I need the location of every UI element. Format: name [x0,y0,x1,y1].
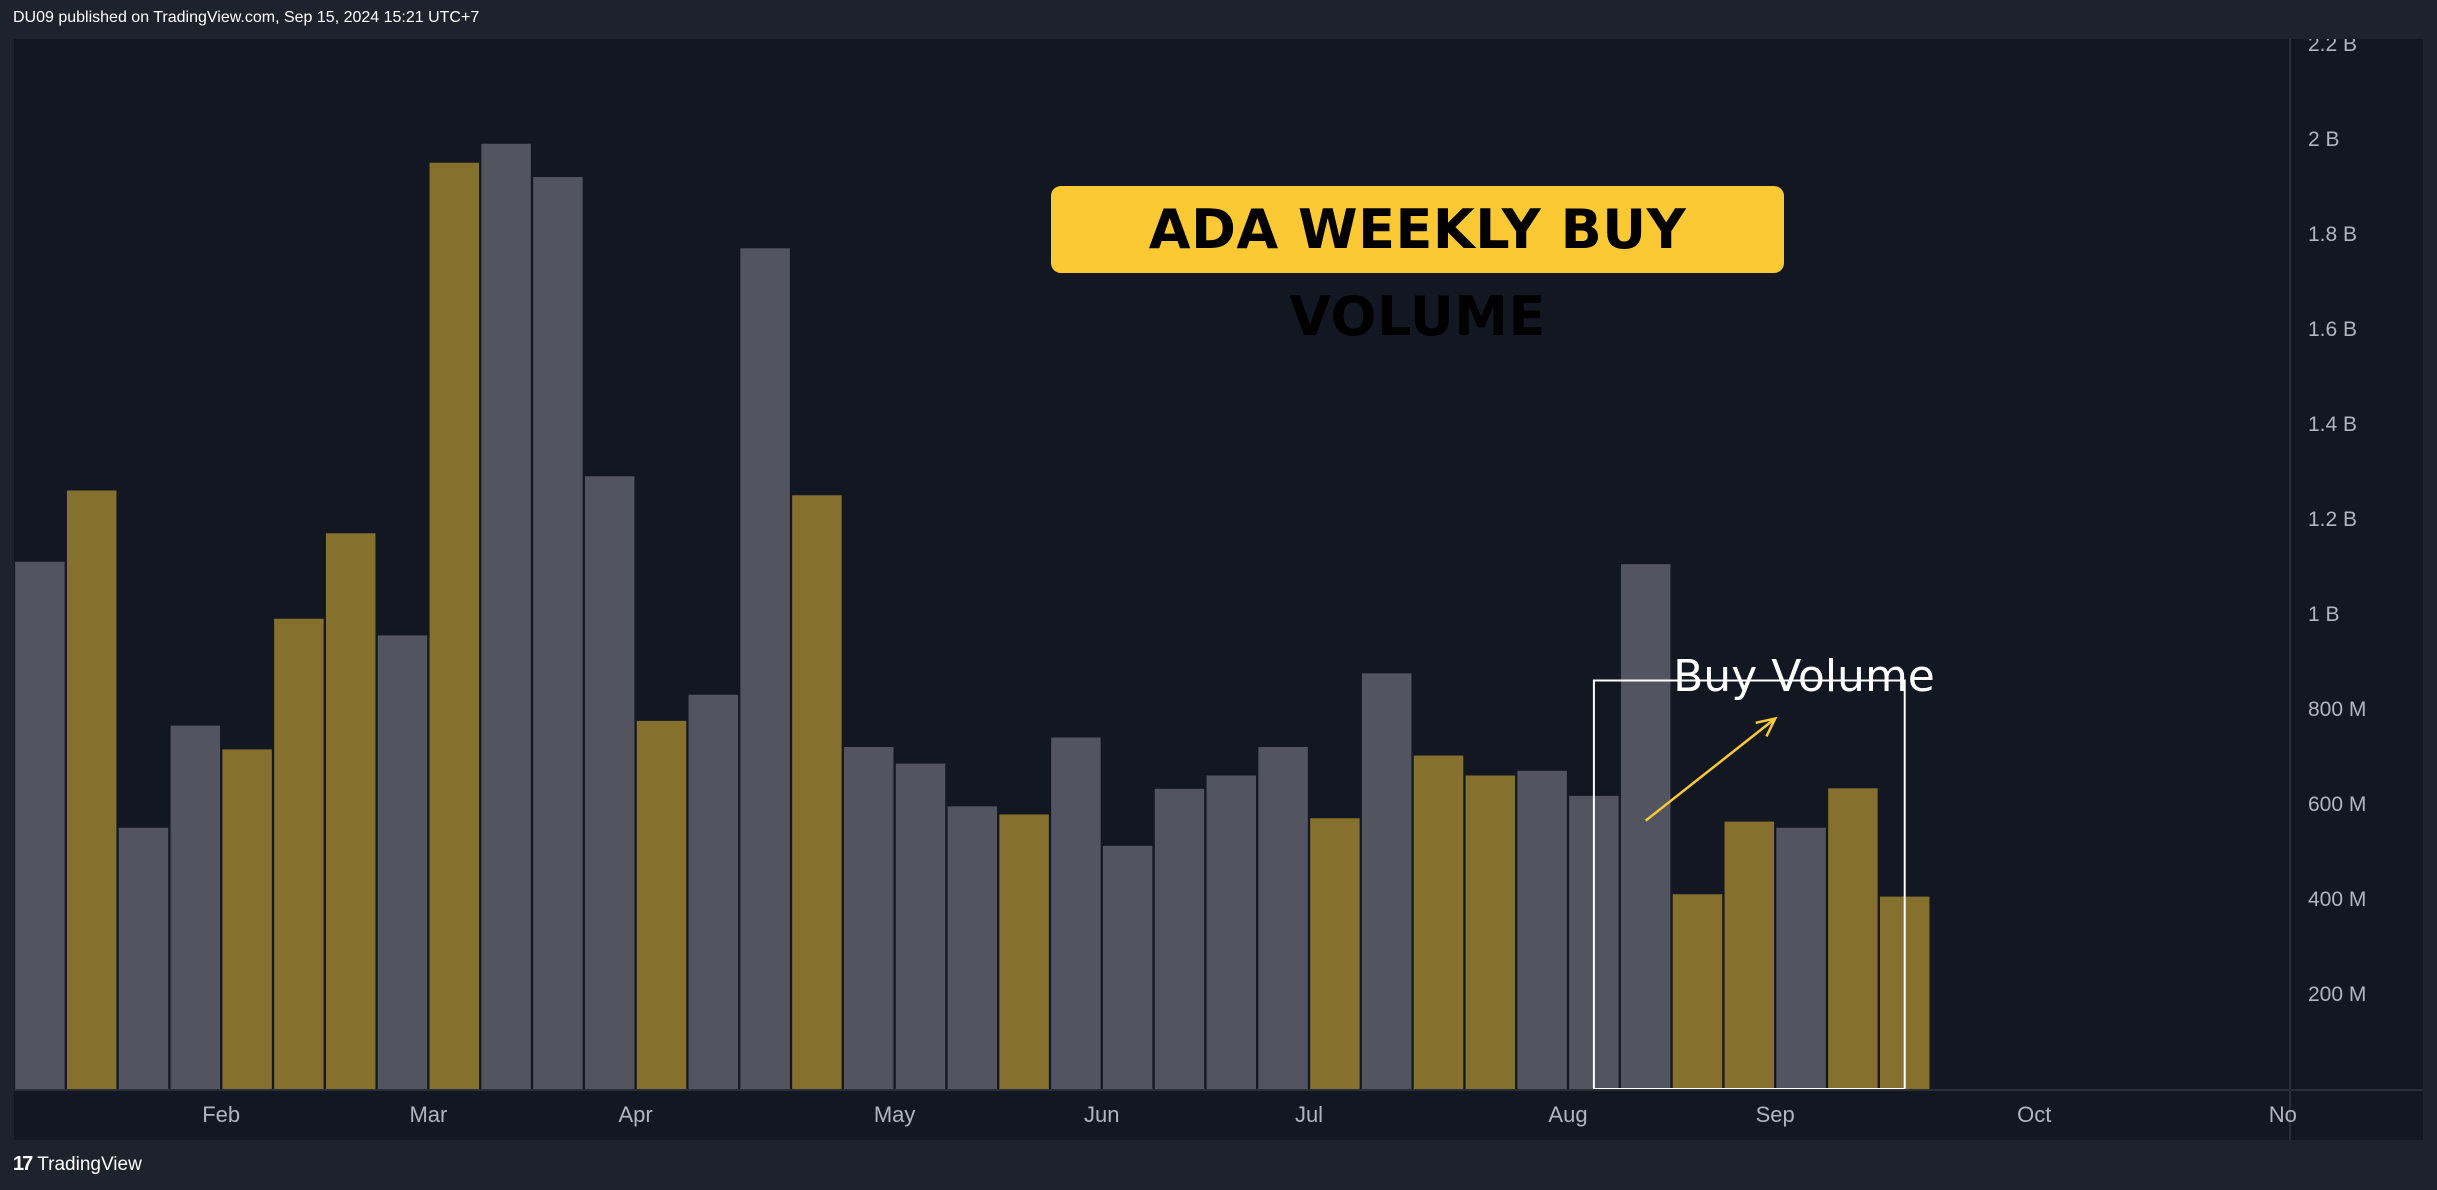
y-tick-label: 2.2 B [2308,39,2357,56]
y-tick-label: 400 M [2308,888,2366,911]
y-tick-label: 2 B [2308,128,2340,151]
y-tick-label: 600 M [2308,793,2366,816]
y-tick-label: 1.6 B [2308,318,2357,341]
bar-buy [1672,894,1723,1089]
x-tick-label: Aug [1548,1102,1587,1127]
x-tick-label: Feb [202,1102,240,1127]
y-tick-label: 1 B [2308,603,2340,626]
bar-grey [170,725,221,1089]
x-tick-label: Jun [1084,1102,1119,1127]
bar-buy [325,533,376,1089]
bars-layer [15,143,1930,1089]
x-tick-label: Sep [1756,1102,1795,1127]
brand-name: TradingView [37,1153,142,1175]
publish-note: DU09 published on TradingView.com, Sep 1… [13,9,480,26]
annotation-label: Buy Volume [1673,651,1935,702]
y-tick-label: 1.4 B [2308,413,2357,436]
bar-grey [1620,564,1671,1089]
x-tick-label: Jul [1295,1102,1323,1127]
y-tick-label: 1.2 B [2308,508,2357,531]
x-tick-label: Apr [618,1102,652,1127]
chart-area[interactable]: 200 M 400 M 600 M 800 M 1 B 1.2 B 1.4 B 1.6 B 1.… [14,39,2423,1140]
x-tick-label: May [874,1102,916,1127]
bar-buy [999,814,1049,1089]
x-tick-label: Mar [409,1102,447,1127]
bar-grey [1102,845,1153,1089]
bar-grey [481,143,531,1089]
bar-grey [1258,747,1308,1089]
bar-grey [843,747,894,1089]
trend-arrow-head [1755,716,1778,738]
y-tick-label: 200 M [2308,983,2366,1006]
bar-buy [1310,818,1360,1089]
bar-grey [533,177,583,1089]
bar-grey [688,694,739,1089]
tradingview-logo-icon: 17 [13,1153,33,1175]
tradingview-brand[interactable]: 17 TradingView [13,1153,142,1176]
bar-buy [792,495,842,1089]
axes-layer: 200 M 400 M 600 M 800 M 1 B 1.2 B 1.4 B 1.6 B 1.… [14,39,2423,1140]
bar-buy [1828,788,1878,1089]
bar-grey [1206,775,1257,1089]
y-tick-label: 800 M [2308,698,2366,721]
bar-grey [895,763,946,1089]
bar-grey [947,806,998,1089]
bar-buy [1724,821,1775,1089]
y-tick-label: 1.8 B [2308,223,2357,246]
bar-grey [1776,827,1826,1089]
trend-arrow-line [1644,717,1776,822]
bar-grey [1051,737,1101,1089]
bar-grey [1154,788,1205,1089]
bar-grey [1361,673,1412,1089]
bar-buy [1465,775,1516,1089]
x-tick-label: Oct [2017,1102,2051,1127]
bar-buy [222,749,272,1089]
x-tick-label: No [2269,1102,2297,1127]
bar-buy [274,618,324,1089]
bar-grey [740,248,790,1089]
bar-buy [429,162,480,1089]
bar-buy [1413,755,1464,1089]
chart-title: ADA WEEKLY BUY VOLUME [1051,186,1784,348]
bar-buy [66,490,117,1089]
bar-grey [118,827,169,1089]
bar-buy [636,720,687,1089]
bar-grey [1517,770,1567,1089]
bar-grey [15,561,65,1089]
volume-bar-chart[interactable]: 200 M 400 M 600 M 800 M 1 B 1.2 B 1.4 B 1.6 B 1.… [14,39,2423,1140]
bar-grey [584,476,635,1089]
bar-grey [377,635,428,1089]
